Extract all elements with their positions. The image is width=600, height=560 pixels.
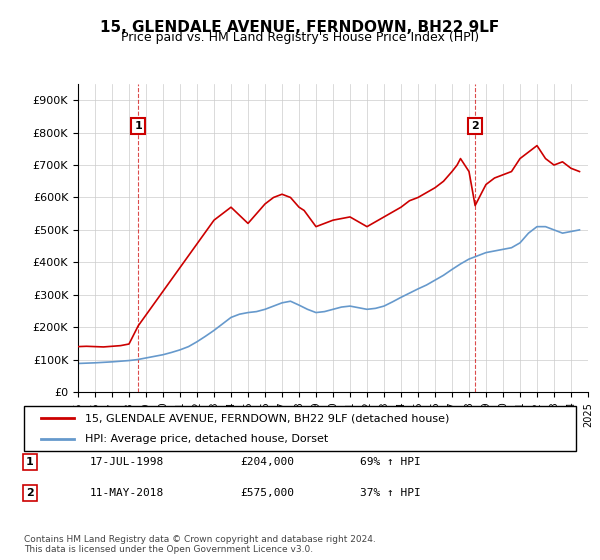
Text: Contains HM Land Registry data © Crown copyright and database right 2024.
This d: Contains HM Land Registry data © Crown c… (24, 535, 376, 554)
Text: 1: 1 (134, 121, 142, 131)
Text: HPI: Average price, detached house, Dorset: HPI: Average price, detached house, Dors… (85, 433, 328, 444)
Text: 69% ↑ HPI: 69% ↑ HPI (360, 457, 421, 467)
Text: £575,000: £575,000 (240, 488, 294, 498)
Text: Price paid vs. HM Land Registry's House Price Index (HPI): Price paid vs. HM Land Registry's House … (121, 31, 479, 44)
Text: 1: 1 (26, 457, 34, 467)
Text: 2: 2 (471, 121, 479, 131)
FancyBboxPatch shape (24, 406, 576, 451)
Text: 15, GLENDALE AVENUE, FERNDOWN, BH22 9LF (detached house): 15, GLENDALE AVENUE, FERNDOWN, BH22 9LF … (85, 413, 449, 423)
Text: 11-MAY-2018: 11-MAY-2018 (90, 488, 164, 498)
Text: £204,000: £204,000 (240, 457, 294, 467)
Text: 17-JUL-1998: 17-JUL-1998 (90, 457, 164, 467)
Text: 2: 2 (26, 488, 34, 498)
Text: 15, GLENDALE AVENUE, FERNDOWN, BH22 9LF: 15, GLENDALE AVENUE, FERNDOWN, BH22 9LF (100, 20, 500, 35)
Text: 37% ↑ HPI: 37% ↑ HPI (360, 488, 421, 498)
